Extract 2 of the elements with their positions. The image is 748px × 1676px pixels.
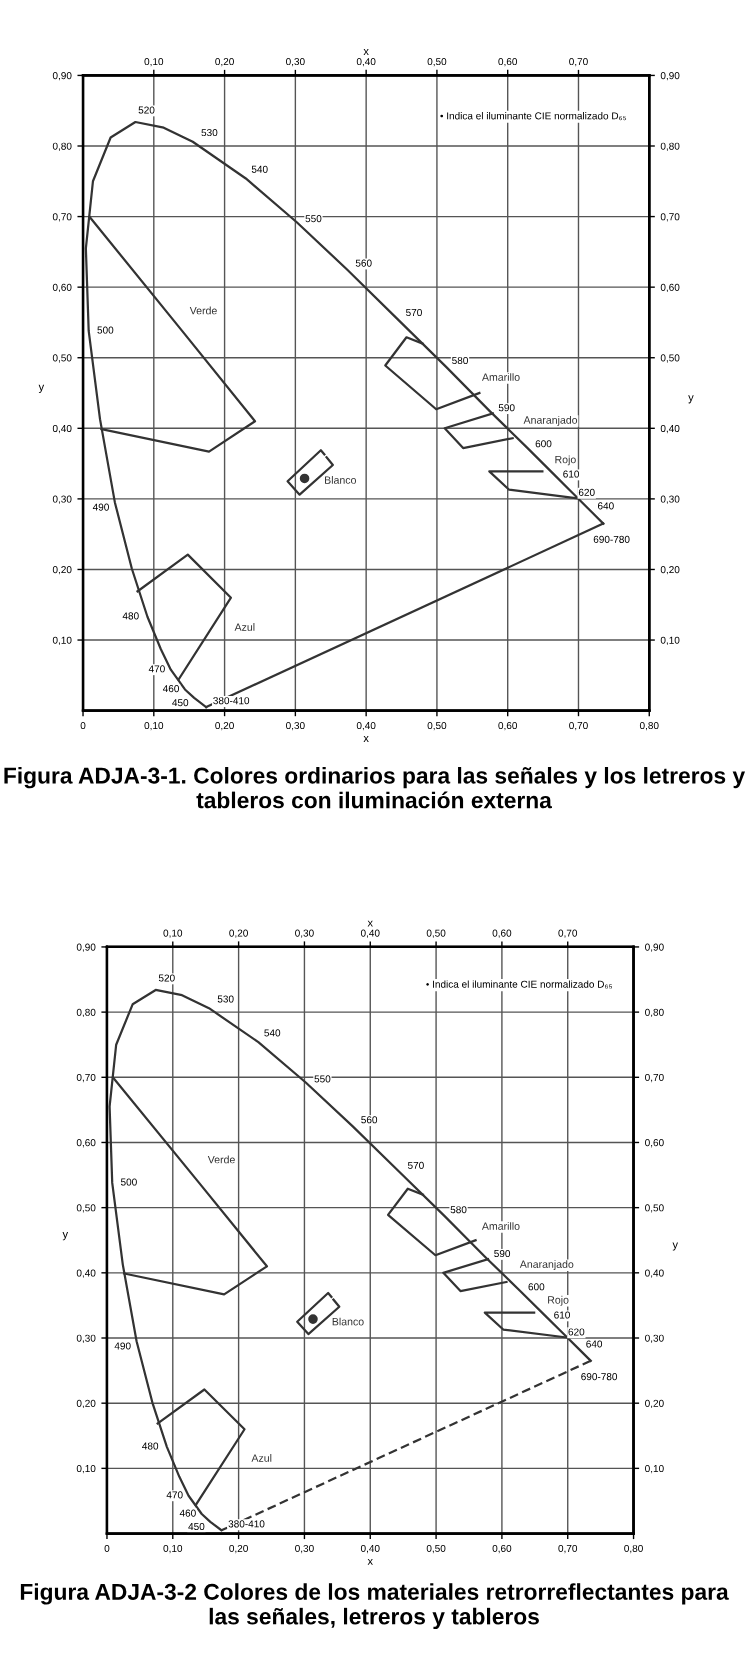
text: Figura ADJA-3-1. Colores ordinarios para las señales y los letreros y tableros con iluminación externa (4, 766, 746, 809)
text: Figura ADJA-3-2 Colores de los materiales retrorreflectantes para las señales, letreros y tableros (20, 1583, 729, 1630)
